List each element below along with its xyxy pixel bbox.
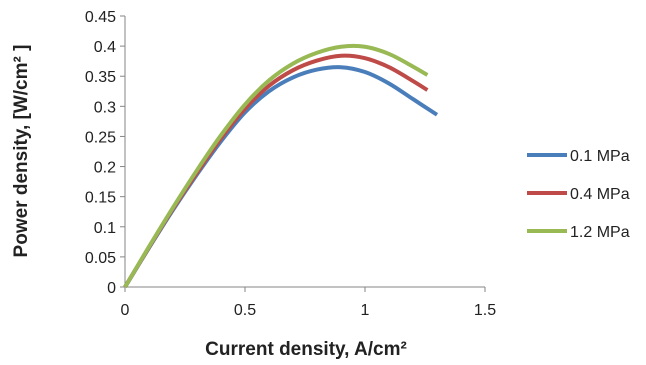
y-tick-label: 0.05	[85, 250, 116, 267]
plot-series	[123, 43, 439, 289]
y-tick-label: 0.25	[85, 129, 116, 146]
x-axis-ticks: 0 0.5 1 1.5	[121, 287, 496, 319]
legend-label-1: 0.1 MPa	[570, 148, 630, 165]
y-tick-label: 0.2	[94, 160, 116, 177]
x-tick-label: 0.5	[234, 302, 256, 319]
series-line-1	[123, 65, 439, 289]
y-tick-label: 0.45	[85, 9, 116, 26]
axes	[124, 16, 485, 288]
y-tick-label: 0	[107, 280, 116, 297]
series-line-3	[123, 43, 429, 289]
y-tick-label: 0.1	[94, 220, 116, 237]
y-tick-label: 0.35	[85, 69, 116, 86]
legend-label-3: 1.2 MPa	[570, 224, 630, 241]
y-tick-label: 0.15	[85, 190, 116, 207]
x-axis-title: Current density, A/cm²	[205, 339, 407, 360]
y-tick-label: 0.4	[94, 39, 116, 56]
x-tick-label: 1	[361, 302, 370, 319]
y-axis-title: Power density, [W/cm² ]	[11, 45, 32, 258]
x-tick-label: 0	[121, 302, 130, 319]
y-tick-label: 0.3	[94, 99, 116, 116]
series-line-2	[123, 53, 429, 289]
legend: 0.1 MPa 0.4 MPa 1.2 MPa	[527, 148, 630, 241]
legend-label-2: 0.4 MPa	[570, 186, 630, 203]
y-axis-ticks: 0 0.05 0.1 0.15 0.2 0.25 0.3 0.35 0.4 0.45	[85, 9, 125, 297]
x-tick-label: 1.5	[474, 302, 496, 319]
